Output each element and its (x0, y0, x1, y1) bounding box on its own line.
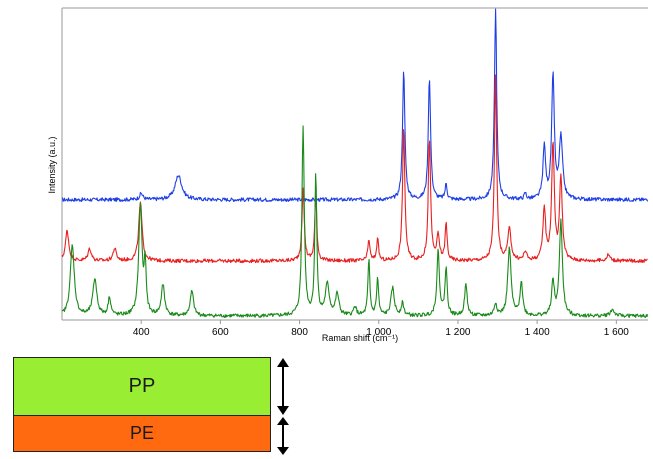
spectrum-line-1 (61, 8, 649, 202)
pp-thickness-arrow (277, 358, 289, 415)
x-tick-label: 1 200 (445, 327, 470, 338)
x-tick-label: 600 (212, 327, 229, 338)
x-tick-label: 1 000 (366, 327, 391, 338)
pp-layer-label: PP (128, 375, 156, 397)
y-axis-title: Intensity (a.u.) (47, 136, 57, 193)
spectrum-line-3 (61, 125, 649, 319)
x-tick-label: 400 (133, 327, 150, 338)
pe-layer-label: PE (129, 423, 154, 443)
pe-thickness-arrow (277, 417, 289, 455)
pp-layer-block: PP (13, 357, 271, 416)
pe-layer-block: PE (13, 416, 271, 452)
spectrum-line-2 (61, 74, 648, 264)
x-tick-label: 1 600 (604, 327, 629, 338)
chart-axes (61, 7, 648, 321)
x-tick-label: 800 (291, 327, 308, 338)
x-axis-title: Raman shift (cm⁻¹) (322, 333, 398, 343)
x-axis-ticks: 400 600 800 1 000 1 200 1 400 1 600 (133, 320, 629, 338)
series-lines (61, 8, 649, 319)
x-tick-label: 1 400 (525, 327, 550, 338)
raman-spectra-chart: 400 600 800 1 000 1 200 1 400 1 600 Raman shif… (47, 7, 649, 343)
